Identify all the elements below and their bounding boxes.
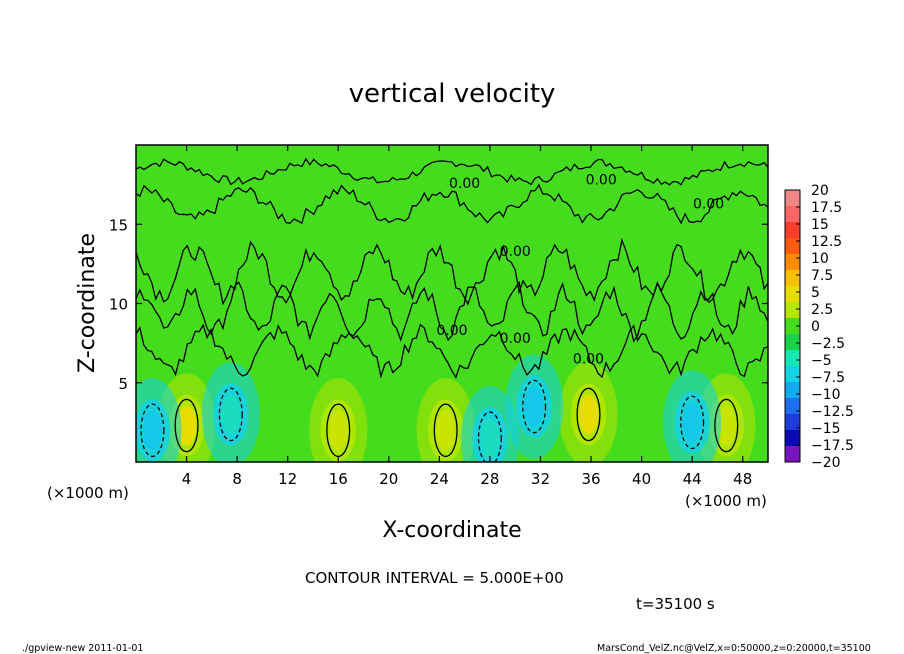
x-tick-label: 8 [232,470,242,488]
x-unit-label-right: (×1000 m) [685,492,767,510]
colorbar-label: 17.5 [811,200,842,216]
contour-label: 0.00 [449,176,480,192]
contour-labels: 0.00 0.00 0.00 0.00 0.00 0.00 0.00 [436,173,724,368]
colorbar-swatch [785,302,800,319]
x-tick-label: 16 [329,470,348,488]
contour-label: 0.00 [586,173,617,189]
contour-lines [136,157,768,462]
contour-label: 0.00 [500,331,531,347]
updraft-core [436,410,456,451]
updraft-core [328,410,348,451]
colorbar-swatch [785,190,800,207]
colorbar-swatch [785,318,800,335]
colorbar-swatch [785,334,800,351]
contour-ring [174,398,199,453]
downdraft-core [682,402,702,443]
colorbar-label: −2.5 [811,336,845,352]
chart-title: vertical velocity [349,79,556,109]
y-tick-label: 10 [109,296,128,314]
updraft-core [716,405,736,446]
colorbar-swatch [785,270,800,287]
contour-ring [218,387,243,442]
colorbar-swatch [785,414,800,431]
colorbar-swatch [785,254,800,271]
time-label: t=35100 s [636,595,715,613]
contour-line [136,183,768,225]
contour-ring [477,411,502,462]
colorbar-label: 2.5 [811,302,833,318]
colorbar-swatch [785,222,800,239]
contour-ring [433,403,458,458]
contour-line [136,237,768,306]
contour-label: 0.00 [500,244,531,260]
colorbar-label: −5 [811,353,832,369]
contour-line [136,157,768,186]
x-tick-label: 28 [480,470,499,488]
contour-ring [522,379,547,434]
contour-line [136,323,768,379]
contour-ring [714,398,739,453]
y-axis-label: Z-coordinate [75,233,100,373]
colorbar-label: −17.5 [811,438,854,454]
x-tick-label: 44 [683,470,702,488]
y-tick-label: 5 [118,375,128,393]
contour-interval-text: CONTOUR INTERVAL = 5.000E+00 [305,569,564,587]
x-tick-label: 36 [581,470,600,488]
colorbar-label: −7.5 [811,370,845,386]
updraft-core [176,405,197,446]
colorbar-swatch [785,430,800,447]
plot-area: 0.00 0.00 0.00 0.00 0.00 0.00 0.00 [136,145,768,462]
x-tick-label: 40 [632,470,651,488]
colorbar-label: 20 [811,183,829,199]
colorbar-swatch [785,350,800,367]
updraft-core [578,394,599,435]
contour-ring [140,403,165,458]
x-axis-label: X-coordinate [382,518,521,543]
colorbar-label: 5 [811,285,820,301]
contour-label: 0.00 [436,323,467,339]
colorbar-swatch [785,206,800,223]
colorbar-swatch [785,382,800,399]
colorbar-swatch [785,446,800,463]
colorbar-swatch [785,366,800,383]
footer-left: ./gpview-new 2011-01-01 [22,643,143,654]
contour-label: 0.00 [573,352,604,368]
colorbar-label: −12.5 [811,404,854,420]
colorbar-label: 15 [811,217,829,233]
downdraft-core [524,386,544,427]
colorbar-swatch [785,238,800,255]
colorbar-label: −10 [811,387,841,403]
colorbar-label: 7.5 [811,268,833,284]
x-tick-label: 32 [531,470,550,488]
colorbar: 2017.51512.5107.552.50−2.5−5−7.5−10−12.5… [784,183,854,471]
x-tick-label: 24 [430,470,449,488]
colorbar-label: −20 [811,455,841,471]
contour-ring [680,395,705,450]
x-tick-label: 12 [278,470,297,488]
x-tick-label: 20 [379,470,398,488]
x-tick-label: 4 [182,470,192,488]
x-tick-label: 48 [733,470,752,488]
colorbar-label: 12.5 [811,234,842,250]
contour-label: 0.00 [693,196,724,212]
contour-ring [576,387,601,442]
colorbar-label: 0 [811,319,820,335]
colorbar-swatch [785,398,800,415]
downdraft-core [142,410,163,451]
downdraft-core [221,394,241,435]
colorbar-swatch [785,286,800,303]
x-unit-label-left: (×1000 m) [47,484,129,502]
colorbar-label: −15 [811,421,841,437]
x-ticks: 4 8 12 16 20 24 28 32 36 40 44 48 [182,145,752,488]
footer-right: MarsCond_VelZ.nc@VelZ,x=0:50000,z=0:2000… [597,643,871,654]
contour-line [136,280,768,343]
colorbar-label: 10 [811,251,829,267]
y-ticks: 5 10 15 [109,216,768,393]
y-tick-label: 15 [109,216,128,234]
downdraft-core [480,418,500,459]
